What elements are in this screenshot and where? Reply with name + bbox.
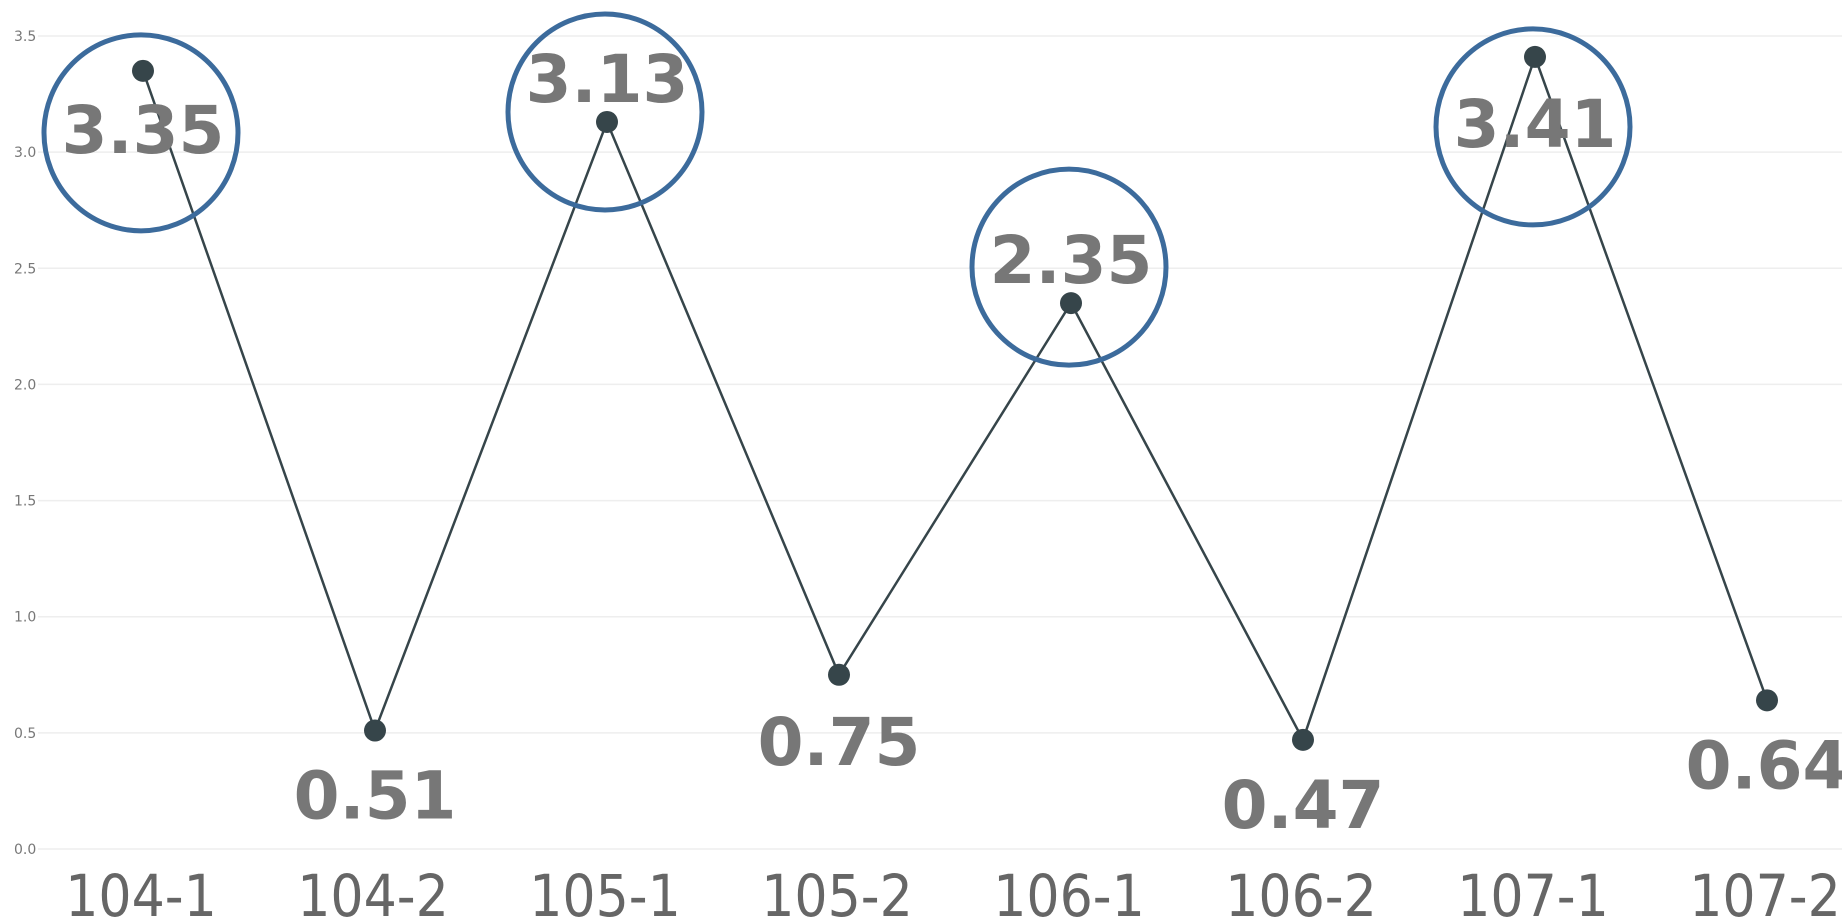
grid-lines <box>38 35 1842 850</box>
x-tick-label: 107-1 <box>1457 862 1609 920</box>
data-point <box>1756 689 1778 712</box>
data-point <box>1060 292 1082 315</box>
y-tick-label: 0.5 <box>14 726 36 742</box>
data-label: 3.41 <box>1454 86 1617 163</box>
highlight-circles <box>41 11 1633 368</box>
y-tick-label: 3.5 <box>14 29 36 45</box>
data-label: 0.47 <box>1222 767 1385 844</box>
x-tick-label: 106-2 <box>1225 862 1377 920</box>
series <box>132 45 1778 751</box>
data-point <box>132 59 154 82</box>
series-line <box>141 53 1769 743</box>
data-label: 3.35 <box>62 92 225 169</box>
data-labels: 3.35 0.51 3.13 0.75 2.35 0.47 3.41 0.64 <box>62 41 1842 844</box>
highlight-circle <box>41 32 241 234</box>
x-tick-label: 104-2 <box>297 862 449 920</box>
x-tick-label: 107-2 <box>1689 862 1841 920</box>
data-point <box>1524 45 1546 68</box>
x-tick-label: 105-1 <box>529 862 681 920</box>
y-tick-label: 2.0 <box>14 377 36 393</box>
highlight-circle <box>505 11 705 213</box>
x-axis-ticks: 104-1 104-2 105-1 105-2 106-1 106-2 107-1 107-2 <box>65 862 1841 920</box>
data-point <box>828 663 850 686</box>
x-tick-label: 106-1 <box>993 862 1145 920</box>
x-tick-label: 105-2 <box>761 862 913 920</box>
data-point <box>1292 728 1314 751</box>
highlight-circle <box>1433 26 1633 228</box>
x-tick-label: 104-1 <box>65 862 217 920</box>
data-label: 0.75 <box>758 704 921 781</box>
data-point <box>364 719 386 742</box>
y-axis-ticks: 0.0 0.5 1.0 1.5 2.0 2.5 3.0 3.5 <box>14 29 36 858</box>
y-tick-label: 1.5 <box>14 494 36 510</box>
data-label: 3.13 <box>526 41 689 118</box>
data-point <box>596 110 618 133</box>
data-label: 0.64 <box>1686 727 1842 804</box>
y-tick-label: 1.0 <box>14 610 36 626</box>
y-tick-label: 0.0 <box>14 842 36 858</box>
data-label: 0.51 <box>294 758 457 835</box>
data-label: 2.35 <box>990 222 1153 299</box>
highlight-circle <box>969 166 1169 368</box>
y-tick-label: 2.5 <box>14 261 36 277</box>
y-tick-label: 3.0 <box>14 145 36 161</box>
